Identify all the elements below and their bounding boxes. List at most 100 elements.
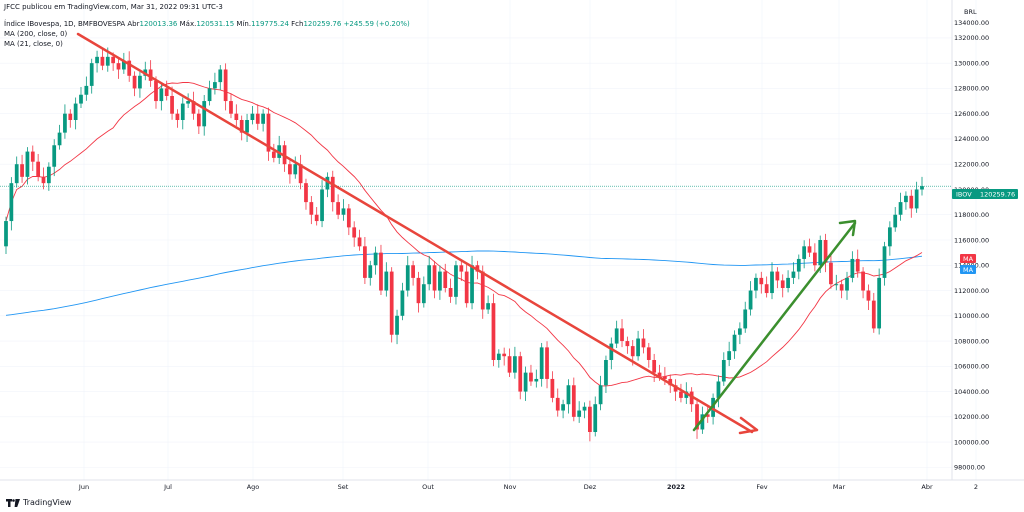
candle-body [36,161,41,177]
published-text: JFCC publicou em TradingView.com, Mar 31… [4,3,223,11]
price-tick-label: 98000.00 [954,464,985,472]
currency-label: BRL [964,8,977,16]
ma200-path [5,250,923,316]
downtrend-line[interactable] [76,32,754,434]
candle-body [550,378,555,398]
tradingview-logo[interactable]: TradingView [6,498,71,507]
candle-body [716,381,721,398]
candle-body [663,376,667,379]
candle-body [229,101,233,114]
indicator-ma200-label[interactable]: MA (200, close, 0) [4,30,67,38]
candle-body [920,186,924,190]
candle-body [609,343,614,360]
candle-body [871,300,876,329]
candle-body [764,284,769,294]
candle-body [132,75,137,89]
candle-body [486,303,490,310]
candle-body [545,347,549,379]
candle-body [175,113,180,120]
ibov-price-tag: IBOV 120259.76 [952,189,1018,199]
candle-body [105,56,110,66]
candle-body [73,103,78,120]
low-label: Mín. [236,20,252,28]
candle-body [673,385,678,392]
candle-body [850,258,855,278]
candle-body [432,265,437,291]
grid [0,0,977,480]
candle-body [266,113,271,152]
candle-body [127,60,132,76]
ma21-line [5,81,923,387]
candle-body [213,82,217,89]
candle-body [427,265,432,285]
svg-text:120259.76: 120259.76 [980,191,1015,199]
candle-body [775,271,780,281]
candle-body [443,271,448,288]
candle-body [839,284,844,291]
candle-body [759,277,764,285]
candle-body [218,69,223,83]
candle-body [470,265,474,304]
candle-body [389,271,394,335]
published-line: JFCC publicou em TradingView.com, Mar 31… [4,3,223,11]
candle-body [314,214,319,222]
candle-body [614,328,619,344]
candle-body [786,277,790,288]
price-axis[interactable]: 98000.00 100000.00 102000.00 104000.00 10600… [954,34,989,471]
candle-body [293,164,298,175]
price-tick-label: 100000.00 [954,438,989,446]
svg-text:MA: MA [963,255,974,263]
candle-body [898,202,903,215]
candles [4,47,924,442]
uptrend-line[interactable] [692,221,857,432]
candle-body [593,404,598,432]
indicator-ma200-text: MA (200, close, 0) [4,30,68,38]
candle-body [14,164,19,184]
ma21-tag: MA [960,254,976,263]
candle-body [79,94,83,104]
indicator-ma21-label[interactable]: MA (21, close, 0) [4,40,63,48]
trendlines[interactable] [76,32,857,435]
symbol-title: Índice IBovespa, 1D, BMFBOVESPA [4,20,126,28]
candle-body [191,101,196,114]
candle-body [641,338,646,348]
candle-body [727,351,732,360]
candle-body [368,265,373,278]
candle-body [309,202,314,215]
candle-body [9,183,14,222]
candle-body [598,385,603,405]
price-tick-label: 128000.00 [954,85,989,93]
candle-body [893,214,898,228]
candle-body [100,56,105,66]
candle-body [373,252,378,266]
indicator-ma21-text: MA (21, close, 0) [4,40,63,48]
svg-text:MA: MA [963,266,974,274]
candle-body [148,69,153,81]
ma200-line [5,250,923,316]
candle-body [866,290,871,301]
price-tick-label: 116000.00 [954,236,989,244]
candle-body [357,237,362,247]
candle-body [30,151,35,162]
time-tick-label: Nov [504,483,517,491]
price-tick-label: 118000.00 [954,211,989,219]
time-axis[interactable]: Jun Jul Ago Set Out Nov Dez 2022 Fev Mar Abr 2 [78,483,978,491]
candle-body [346,208,351,228]
candle-body [448,288,453,297]
tradingview-brand: TradingView [23,498,72,507]
price-tick-label: 106000.00 [954,363,989,371]
candle-body [721,360,726,382]
candle-body [705,414,710,417]
candle-body [555,397,560,411]
candle-body [116,63,121,70]
low-value: 119775.24 [251,20,289,28]
candle-body [802,246,807,259]
candle-body [459,265,464,272]
candle-body [4,221,8,247]
candle-body [255,113,260,124]
candle-body [164,88,169,96]
candle-body [288,164,292,175]
candle-body [529,372,533,382]
open-value: 120013.36 [139,20,178,28]
